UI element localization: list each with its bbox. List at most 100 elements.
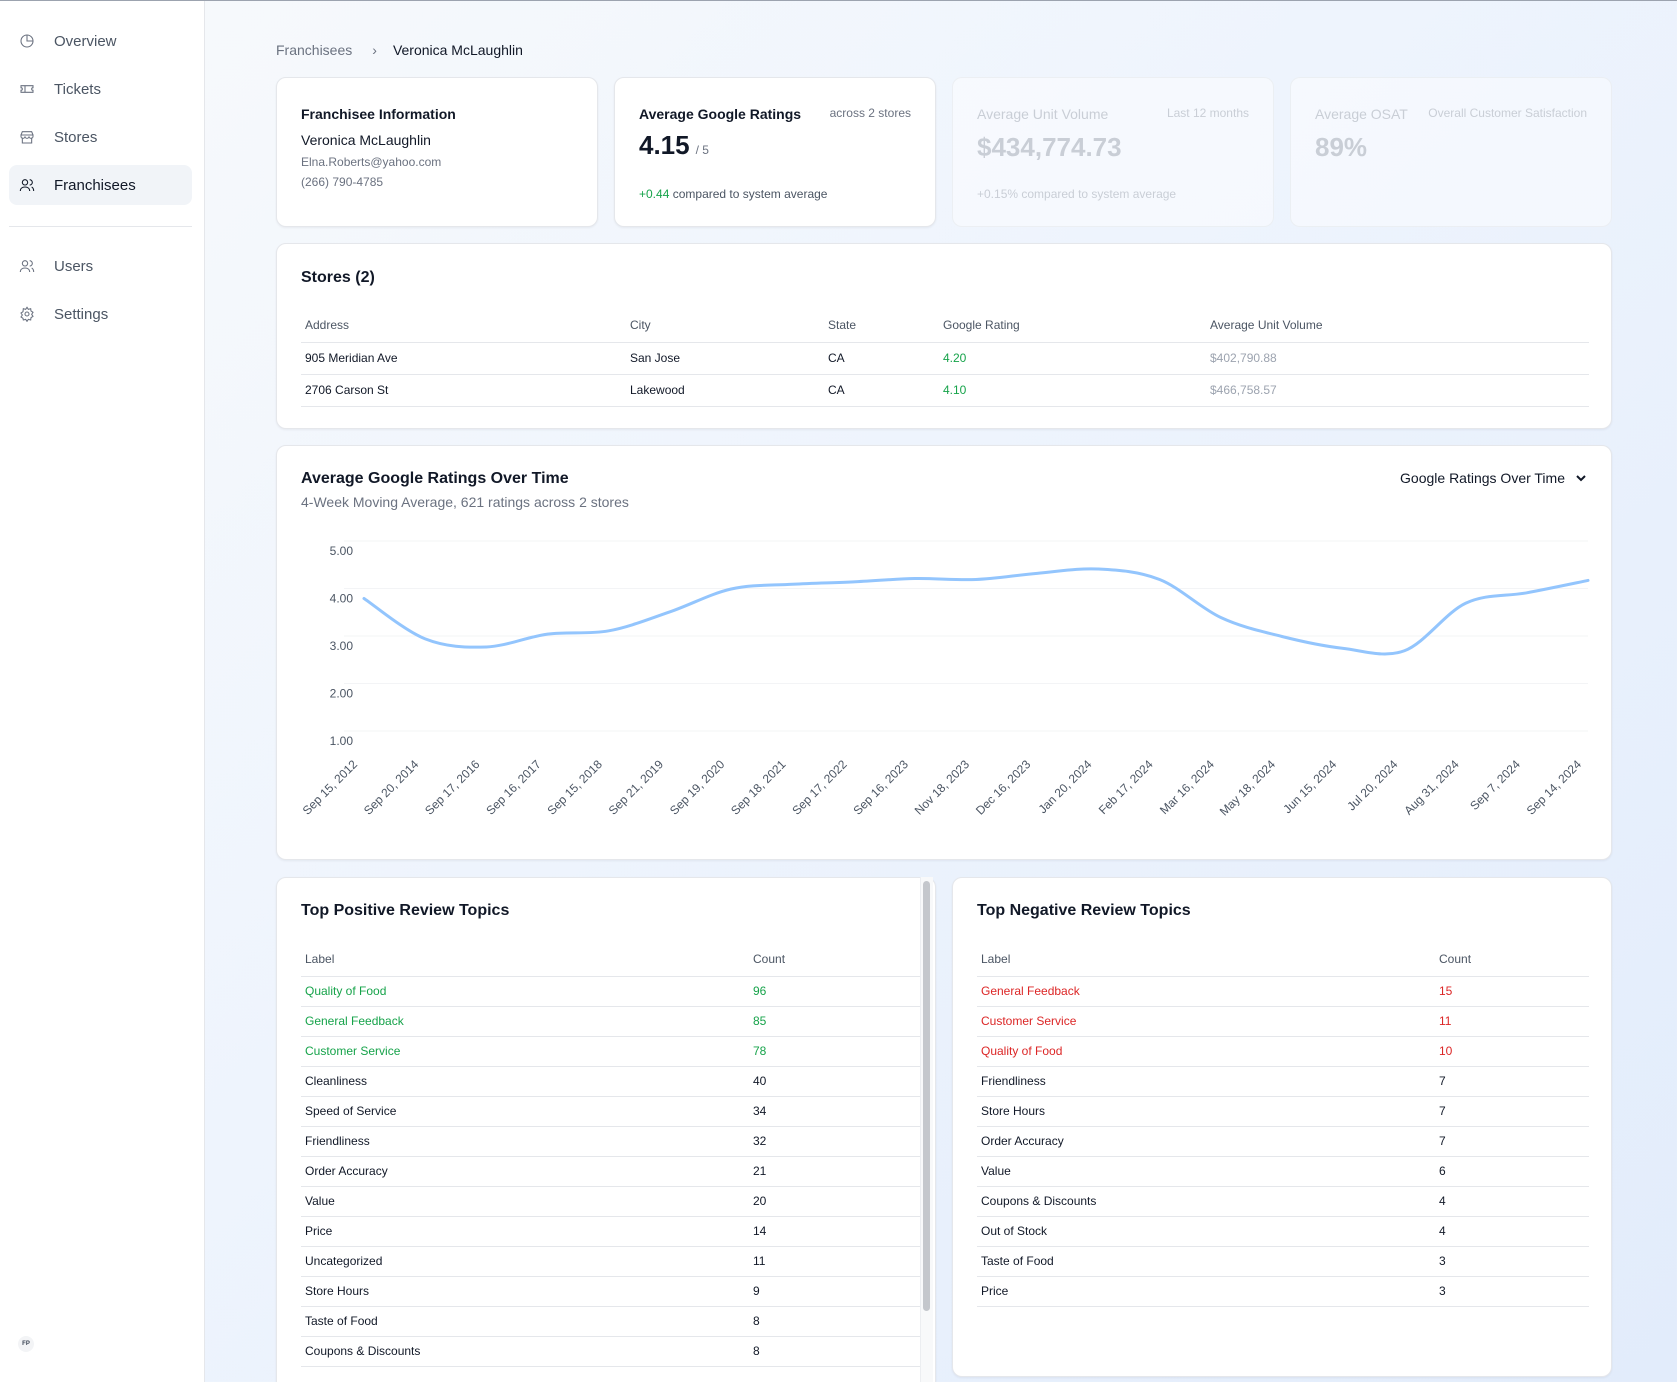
table-row[interactable]: Customer Service 11 [977, 1006, 1589, 1037]
table-row[interactable]: Quality of Food 96 [301, 976, 921, 1007]
chart-type-dropdown[interactable]: Google Ratings Over Time [1400, 470, 1587, 486]
column-header[interactable]: Address [301, 308, 626, 343]
sidebar-item-label: Stores [54, 128, 98, 146]
topic-count: 8 [749, 1336, 921, 1367]
x-tick-label: Aug 31, 2024 [1401, 757, 1462, 818]
data-point[interactable] [1218, 615, 1224, 621]
topic-count: 40 [749, 1066, 921, 1097]
table-row[interactable]: Taste of Food 8 [301, 1306, 921, 1337]
stores-table: Address City State Google Rating Average… [301, 308, 1589, 407]
store-rating: 4.10 [939, 374, 1206, 407]
store-address: 905 Meridian Ave [301, 342, 626, 375]
topic-label: Customer Service [977, 1006, 1435, 1037]
data-point[interactable] [789, 581, 795, 587]
data-point[interactable] [851, 579, 857, 585]
column-header[interactable]: Google Rating [939, 308, 1206, 343]
window-top-border [0, 0, 1677, 1]
table-row[interactable]: Store Hours 9 [301, 1276, 921, 1307]
table-row[interactable]: Quality of Food 10 [977, 1036, 1589, 1067]
column-header[interactable]: Label [301, 942, 749, 977]
table-row[interactable]: General Feedback 15 [977, 976, 1589, 1007]
table-row[interactable]: Order Accuracy 21 [301, 1156, 921, 1187]
ratings-kpi-card: Average Google Ratings across 2 stores 4… [614, 77, 936, 227]
data-point[interactable] [361, 596, 367, 602]
x-tick-label: Dec 16, 2023 [973, 757, 1034, 818]
sidebar-item-users[interactable]: Users [9, 246, 192, 286]
table-row[interactable]: Customer Service 78 [301, 1036, 921, 1067]
topic-label: Order Accuracy [977, 1126, 1435, 1157]
section-title: Stores (2) [301, 269, 375, 286]
data-point[interactable] [973, 577, 979, 583]
table-row[interactable]: Order Accuracy 7 [977, 1126, 1589, 1157]
column-header[interactable]: Average Unit Volume [1206, 308, 1589, 343]
x-tick-label: Sep 7, 2024 [1467, 757, 1523, 813]
data-point[interactable] [422, 636, 428, 642]
column-header[interactable]: Label [977, 942, 1435, 977]
x-tick-label: Mar 16, 2024 [1157, 757, 1217, 817]
sidebar-item-overview[interactable]: Overview [9, 21, 192, 61]
sidebar-item-settings[interactable]: Settings [9, 294, 192, 334]
table-row[interactable]: Out of Stock 4 [977, 1216, 1589, 1247]
franchisee-name: Veronica McLaughlin [301, 132, 431, 148]
data-point[interactable] [1279, 634, 1285, 640]
column-header[interactable]: Count [1435, 942, 1589, 977]
table-row[interactable]: Coupons & Discounts 8 [301, 1336, 921, 1367]
topic-label: Quality of Food [977, 1036, 1435, 1067]
data-point[interactable] [1157, 577, 1163, 583]
sidebar-item-franchisees[interactable]: Franchisees [9, 165, 192, 205]
table-row[interactable]: Friendliness 7 [977, 1066, 1589, 1097]
data-point[interactable] [1034, 570, 1040, 576]
sidebar-item-stores[interactable]: Stores [9, 117, 192, 157]
data-point[interactable] [545, 631, 551, 637]
table-row[interactable]: Store Hours 7 [977, 1096, 1589, 1127]
table-row[interactable]: Taste of Food 3 [977, 1246, 1589, 1277]
column-header[interactable]: Count [749, 942, 921, 977]
column-header[interactable]: City [626, 308, 824, 343]
avatar[interactable]: FP [18, 1336, 34, 1352]
x-tick-label: May 18, 2024 [1217, 757, 1279, 819]
data-point[interactable] [667, 609, 673, 615]
table-row[interactable]: Price 3 [977, 1276, 1589, 1307]
table-row[interactable]: General Feedback 85 [301, 1006, 921, 1037]
table-row[interactable]: 905 Meridian Ave San Jose CA 4.20 $402,7… [301, 342, 1589, 375]
series-line[interactable] [362, 567, 1590, 656]
ratings-chart-card: Average Google Ratings Over Time 4-Week … [276, 445, 1612, 860]
topic-label: Uncategorized [301, 1246, 749, 1277]
table-row[interactable]: Coupons & Discounts 4 [977, 1186, 1589, 1217]
sidebar-item-tickets[interactable]: Tickets [9, 69, 192, 109]
dropdown-label: Google Ratings Over Time [1400, 470, 1565, 486]
data-point[interactable] [483, 644, 489, 650]
kpi-delta: +0.44 compared to system average [639, 187, 827, 201]
data-point[interactable] [1463, 600, 1469, 606]
card-title: Average OSAT [1315, 106, 1408, 122]
franchisee-email: Elna.Roberts@yahoo.com [301, 155, 442, 169]
data-point[interactable] [728, 586, 734, 592]
table-row[interactable]: Friendliness 32 [301, 1126, 921, 1157]
table-row[interactable]: Price 14 [301, 1216, 921, 1247]
topic-count: 11 [1435, 1006, 1589, 1037]
topic-count: 78 [749, 1036, 921, 1067]
data-point[interactable] [606, 628, 612, 634]
breadcrumb-parent-link[interactable]: Franchisees [276, 42, 353, 58]
data-point[interactable] [1585, 577, 1591, 583]
sidebar-item-label: Users [54, 257, 94, 275]
data-point[interactable] [1401, 648, 1407, 654]
auv-kpi-card: Average Unit Volume Last 12 months $434,… [952, 77, 1274, 227]
topic-count: 4 [1435, 1216, 1589, 1247]
data-point[interactable] [912, 576, 918, 582]
kpi-value: 89% [1315, 132, 1368, 162]
franchisee-phone: (266) 790-4785 [301, 175, 384, 189]
kpi-value: 4.15 [639, 130, 690, 160]
data-point[interactable] [1524, 590, 1530, 596]
table-row[interactable]: Speed of Service 34 [301, 1096, 921, 1127]
table-row[interactable]: Uncategorized 11 [301, 1246, 921, 1277]
data-point[interactable] [1340, 645, 1346, 651]
topic-label: Taste of Food [977, 1246, 1435, 1277]
table-row[interactable]: Cleanliness 40 [301, 1066, 921, 1097]
table-row[interactable]: 2706 Carson St Lakewood CA 4.10 $466,758… [301, 374, 1589, 407]
column-header[interactable]: State [824, 308, 939, 343]
table-row[interactable]: Value 6 [977, 1156, 1589, 1187]
data-point[interactable] [1095, 566, 1101, 572]
scrollbar-thumb[interactable] [923, 881, 930, 1311]
table-row[interactable]: Value 20 [301, 1186, 921, 1217]
